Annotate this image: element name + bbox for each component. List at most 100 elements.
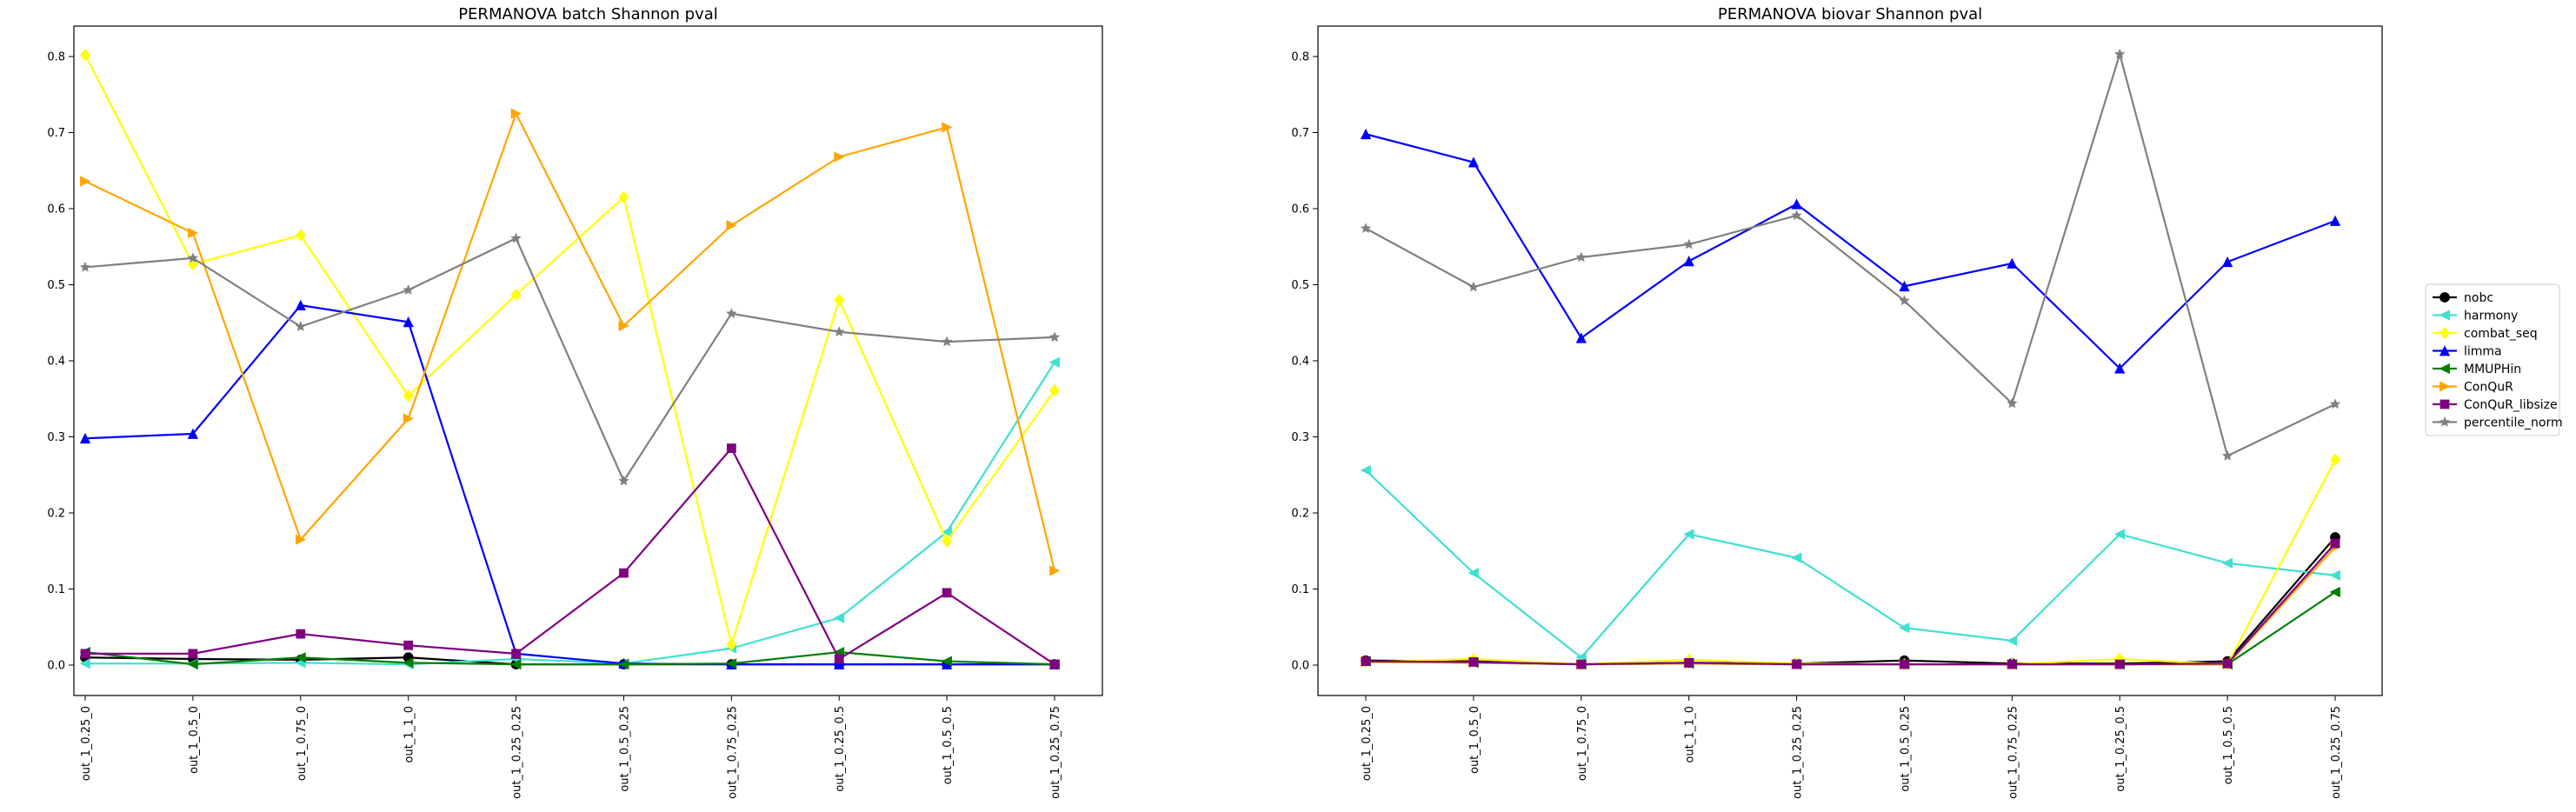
legend-entry: MMUPHin [2433, 363, 2521, 376]
data-point [1683, 238, 1694, 250]
legend-label: MMUPHin [2464, 363, 2521, 376]
y-tick-label: 0.4 [1291, 356, 1309, 369]
y-tick-label: 0.0 [1291, 660, 1309, 673]
data-point [403, 316, 414, 328]
data-point [80, 176, 91, 187]
x-tick-label: out_1_0.25_0 [80, 706, 93, 781]
data-point [725, 658, 737, 669]
legend-marker [2439, 326, 2451, 340]
data-point [726, 308, 737, 319]
legend-entry: limma [2433, 345, 2502, 359]
data-point [618, 190, 629, 203]
y-tick-label: 0.3 [1291, 431, 1309, 444]
data-point [1791, 552, 1802, 563]
data-point [295, 652, 306, 663]
data-point [295, 229, 306, 242]
data-point [1899, 295, 1910, 306]
x-tick-label: out_1_0.5_0 [1468, 706, 1481, 774]
series-line [84, 54, 1055, 646]
y-tick-label: 0.1 [47, 583, 65, 596]
x-tick-label: out_1_0.25_0.5 [834, 706, 847, 792]
data-point [618, 475, 629, 486]
data-point [403, 284, 414, 295]
x-tick-label: out_1_1_0 [1684, 706, 1697, 763]
y-tick-label: 0.2 [1291, 508, 1309, 521]
data-point [2007, 397, 2018, 409]
legend-marker [2440, 292, 2450, 303]
y-tick-label: 0.6 [1291, 203, 1309, 216]
data-point [2329, 215, 2341, 226]
data-point [941, 526, 953, 538]
data-point [2222, 658, 2233, 669]
data-point [187, 227, 199, 239]
data-point [2113, 48, 2126, 59]
series-line [1365, 536, 2336, 666]
data-point [510, 288, 522, 301]
legend-entry: ConQuR_libsize [2433, 398, 2558, 412]
series-line [85, 447, 1055, 666]
data-point [2329, 398, 2341, 409]
plot-frame [1317, 25, 2383, 696]
data-point [2221, 449, 2233, 461]
data-point [619, 568, 629, 578]
data-point [1576, 659, 1587, 669]
data-point [942, 535, 953, 548]
series-line [1365, 542, 2336, 666]
series-line [84, 304, 1055, 666]
legend-entry: combat_seq [2433, 326, 2538, 341]
data-point [1048, 384, 1061, 397]
x-tick-label: out_1_0.25_0.5 [2114, 706, 2127, 792]
data-point [2007, 659, 2017, 669]
legend-label: ConQuR_libsize [2464, 398, 2558, 412]
data-point [833, 326, 845, 337]
data-point [834, 654, 844, 664]
data-point [510, 232, 522, 243]
data-point [1049, 659, 1060, 669]
series-ConQuR [80, 108, 1061, 576]
y-tick-label: 0.3 [47, 431, 65, 444]
data-point [1360, 464, 1371, 476]
data-point [1792, 659, 1801, 669]
data-point [2114, 659, 2125, 669]
data-point [79, 261, 91, 272]
series-line [84, 237, 1055, 483]
data-point [1575, 332, 1587, 343]
y-tick-label: 0.5 [47, 279, 65, 292]
legend-label: harmony [2464, 309, 2518, 323]
series-line [84, 112, 1056, 571]
series-ConQuR [1361, 542, 2341, 670]
legend-marker [2439, 416, 2451, 427]
data-point [942, 122, 953, 133]
legend-label: percentile_norm [2464, 416, 2563, 430]
data-point [834, 293, 845, 307]
x-tick-label: out_1_0.25_0.25 [511, 706, 524, 799]
data-point [296, 629, 306, 639]
data-point [1360, 223, 1372, 234]
data-point [834, 658, 845, 670]
series-percentile_norm [1360, 48, 2341, 461]
data-point [1683, 529, 1694, 540]
data-point [2007, 257, 2018, 269]
legend-marker [2439, 363, 2450, 375]
x-tick-label: out_1_0.5_0.5 [942, 706, 955, 784]
chart-panel-2: PERMANOVA biovar Shannon pval 0.0 0.1 0.2 0.… [1291, 5, 2383, 799]
series-harmony [79, 356, 1060, 670]
data-point [1683, 255, 1694, 267]
data-point [187, 252, 199, 263]
y-tick-label: 0.8 [1291, 51, 1309, 64]
data-point [403, 413, 415, 424]
series-line [1365, 53, 2336, 457]
x-tick-label: out_1_0.25_0 [1361, 706, 1374, 781]
legend-entry: percentile_norm [2433, 416, 2563, 430]
data-point [941, 336, 953, 347]
chart-panel-1: PERMANOVA batch Shannon pval 0.0 0.1 0.2 0.3… [47, 5, 1103, 799]
data-point [188, 649, 198, 659]
data-point [79, 658, 90, 669]
chart-title: PERMANOVA batch Shannon pval [458, 5, 718, 23]
legend-marker [2440, 381, 2451, 392]
series-line [85, 362, 1055, 666]
data-point [833, 612, 845, 623]
data-point [1468, 156, 1480, 168]
y-tick-label: 0.4 [47, 356, 65, 369]
